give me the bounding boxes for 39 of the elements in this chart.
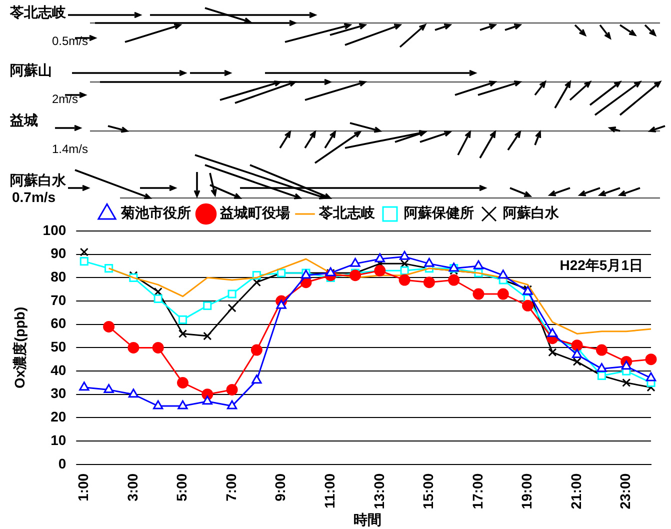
text: 2m/s bbox=[52, 92, 78, 106]
x-tick-label: 17:00 bbox=[469, 473, 486, 510]
legend-label: 阿蘇保健所 bbox=[404, 206, 474, 222]
y-axis-title: Ox濃度(ppb) bbox=[11, 306, 28, 389]
x-tick-label: 13:00 bbox=[370, 473, 387, 510]
legend-label: 苓北志岐 bbox=[318, 206, 376, 222]
x-tick-label: 21:00 bbox=[568, 473, 584, 510]
legend-label: 阿蘇白水 bbox=[503, 206, 560, 222]
x-axis-title: 時間 bbox=[354, 511, 382, 528]
x-tick-label: 5:00 bbox=[174, 473, 190, 502]
annotation: H22年5月1日 bbox=[560, 256, 643, 273]
text: 0.7m/s bbox=[10, 189, 58, 205]
x-tick-label: 19:00 bbox=[518, 473, 535, 510]
y-tick-label: 90 bbox=[50, 245, 66, 262]
text: 1.4m/s bbox=[52, 142, 88, 156]
legend-label: 菊池市役所 bbox=[120, 204, 191, 222]
x-tick-label: 3:00 bbox=[124, 473, 140, 502]
x-tick-label: 15:00 bbox=[420, 473, 436, 510]
y-tick-label: 30 bbox=[50, 385, 66, 402]
x-tick-label: 7:00 bbox=[222, 473, 239, 502]
y-tick-label: 70 bbox=[50, 292, 66, 308]
text: 阿蘇白水 bbox=[8, 172, 68, 190]
x-tick-label: 1:00 bbox=[75, 473, 92, 502]
y-tick-label: 50 bbox=[50, 338, 66, 355]
x-tick-label: 11:00 bbox=[321, 473, 338, 508]
legend-label: 益城町役場 bbox=[219, 206, 290, 222]
y-tick-label: 80 bbox=[50, 268, 66, 285]
y-tick-label: 40 bbox=[50, 362, 66, 378]
y-tick-label: 100 bbox=[42, 222, 66, 238]
text: 0.5m/s bbox=[52, 34, 88, 48]
y-tick-label: 10 bbox=[50, 432, 66, 448]
text: 益城 bbox=[8, 112, 40, 130]
x-tick-label: 9:00 bbox=[272, 473, 288, 502]
y-tick-label: 60 bbox=[50, 315, 66, 332]
text: 苓北志岐 bbox=[8, 4, 68, 22]
y-tick-label: 20 bbox=[50, 408, 66, 425]
y-tick-label: 0 bbox=[58, 455, 66, 472]
x-tick-label: 23:00 bbox=[617, 473, 634, 510]
text: 阿蘇山 bbox=[8, 62, 54, 80]
